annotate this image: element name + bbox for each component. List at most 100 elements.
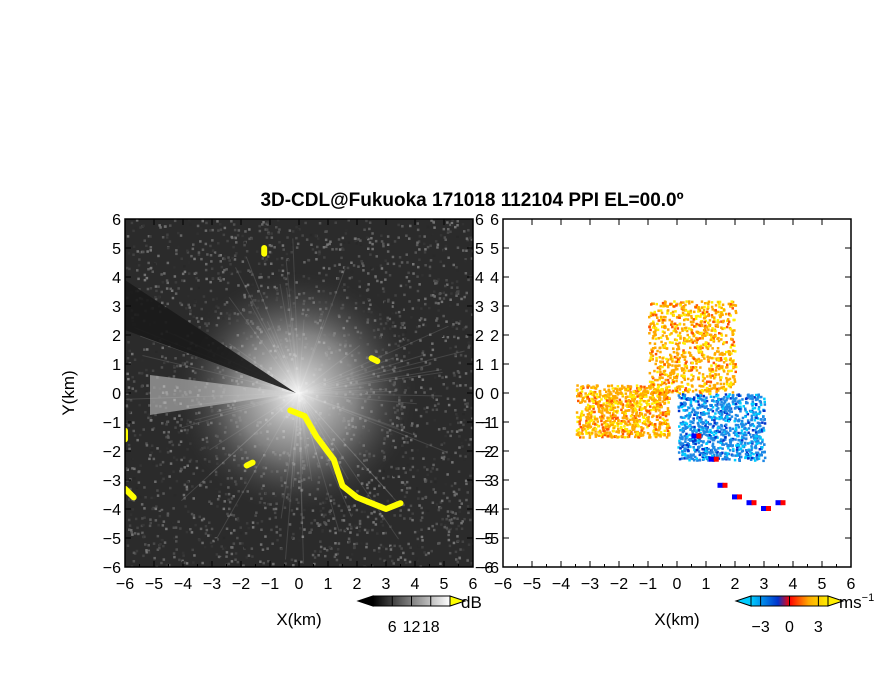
velocity-cell [679,447,682,450]
velocity-cell [705,442,708,445]
velocity-cell [588,392,591,396]
velocity-cell [672,314,675,317]
velocity-cell [692,334,695,338]
velocity-cell [669,376,672,380]
velocity-cell [707,342,710,345]
velocity-cell [689,428,693,431]
velocity-cell [720,352,723,355]
velocity-cell [683,404,687,407]
velocity-cell [730,300,733,303]
velocity-cell [697,357,701,361]
velocity-cell [651,394,654,397]
velocity-cell [667,412,670,416]
velocity-cell [721,442,724,445]
velocity-cell [688,411,691,415]
velocity-cell [654,337,658,341]
velocity-cell [711,437,715,441]
velocity-cell [670,370,674,374]
velocity-cell [706,358,710,361]
velocity-cell [681,420,685,424]
velocity-cell [678,360,681,364]
velocity-cell [659,396,662,400]
velocity-cell [585,408,588,412]
velocity-cell [661,334,665,337]
velocity-cell [687,388,691,391]
velocity-cell [649,314,653,317]
velocity-cell [700,413,703,416]
velocity-cell [693,396,696,399]
x-tick-label: 2 [353,576,362,593]
velocity-cell [739,447,743,450]
velocity-cell [663,324,666,328]
velocity-cell [739,402,742,405]
velocity-cell [699,321,703,324]
velocity-cell [737,431,740,435]
velocity-cell [723,327,726,330]
velocity-cell [712,395,716,399]
velocity-cell [726,318,730,321]
velocity-cell [718,303,721,306]
velocity-cell [731,331,734,334]
velocity-cell [739,410,742,413]
velocity-cell [680,457,684,460]
velocity-cell [718,353,722,356]
colorbar-low-arrow [356,595,374,607]
velocity-cell [682,391,685,394]
velocity-cell [729,410,732,414]
velocity-cell [747,431,750,434]
velocity-cell [679,433,683,436]
velocity-cell [736,434,739,438]
velocity-cell [730,415,734,418]
velocity-cell [687,327,691,330]
velocity-cell [661,433,665,436]
velocity-cell [664,382,668,386]
velocity-cell [683,457,686,460]
velocity-cell [628,433,631,437]
colorbar-tick-label: 6 [388,619,397,636]
velocity-cell [697,403,701,406]
velocity-cell [702,334,705,337]
velocity-cell [707,314,710,318]
velocity-cell [747,393,750,396]
velocity-cell [649,405,652,408]
velocity-cell [683,378,687,381]
velocity-cell [729,381,733,384]
velocity-cell [711,368,714,371]
velocity-cell [730,352,733,355]
velocity-cell [704,449,707,453]
velocity-cell [724,452,727,456]
velocity-cell [635,418,638,421]
velocity-cell [746,457,750,460]
velocity-cell [751,404,754,407]
velocity-cell [623,410,627,414]
velocity-cell [756,439,760,443]
velocity-cell [711,444,714,447]
velocity-cell [720,376,723,379]
velocity-cell [679,437,683,440]
velocity-cell [657,366,661,369]
velocity-cell [678,396,681,399]
velocity-cell [717,364,721,368]
velocity-cell [598,400,601,403]
velocity-cell [719,441,723,445]
x-tick-label: 3 [382,576,391,593]
velocity-cell [690,420,693,424]
velocity-cell [636,395,639,398]
velocity-cell [725,312,728,316]
velocity-cell [706,375,709,378]
velocity-cell [732,382,735,386]
velocity-cell [584,392,587,395]
velocity-cell [707,388,711,391]
velocity-cell [691,385,694,388]
velocity-cell [714,436,717,439]
velocity-cell [616,392,620,395]
velocity-cell [717,430,720,434]
velocity-cell [735,448,739,452]
velocity-cell [621,395,624,398]
velocity-cell [739,432,743,435]
velocity-cell [735,444,738,447]
velocity-cell [751,397,754,401]
velocity-cell [719,446,722,450]
velocity-cell [720,425,724,428]
velocity-cell [737,448,741,451]
